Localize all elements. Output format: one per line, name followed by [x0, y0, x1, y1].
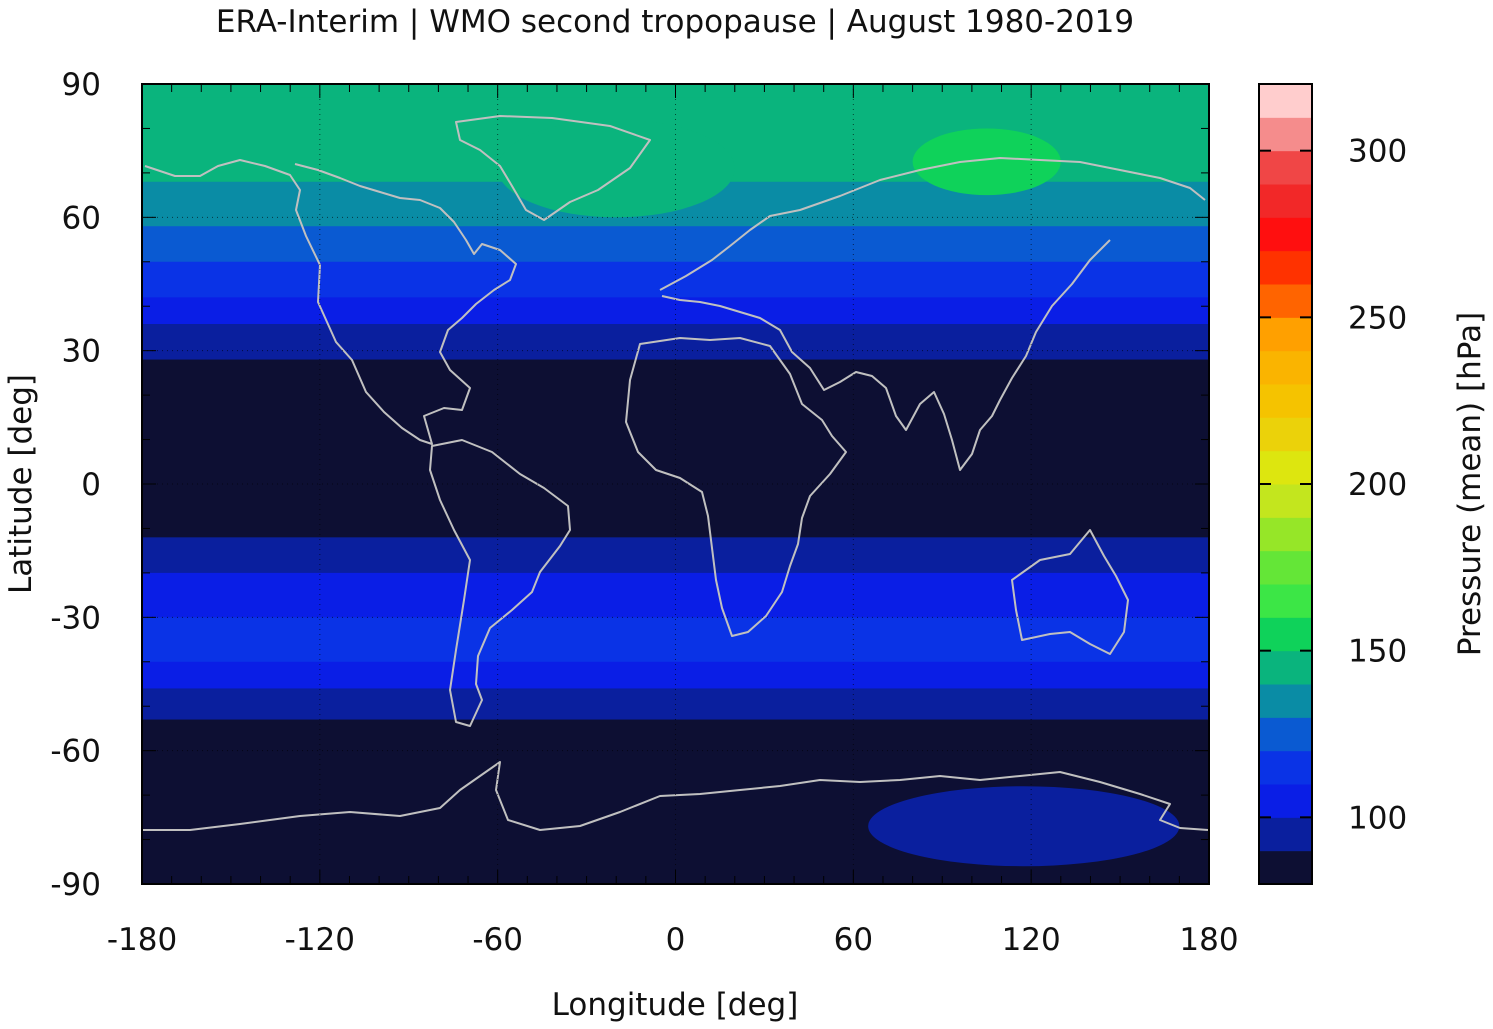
coastline-north-america: [144, 159, 517, 445]
colorbar-level-1: [1259, 817, 1312, 852]
colorbar-ticks: 100 150 200 250 300: [1259, 134, 1407, 836]
colorbar-level-21: [1259, 150, 1312, 185]
x-tick-label: 60: [834, 922, 873, 958]
regional-feature-0: [497, 119, 735, 218]
zonal-band-7: [142, 359, 1209, 538]
zonal-band-9: [142, 572, 1209, 618]
colorbar-level-17: [1259, 284, 1312, 318]
colorbar-level-5: [1259, 684, 1312, 718]
chart-title: ERA-Interim | WMO second tropopause | Au…: [216, 4, 1134, 40]
colorbar-level-22: [1259, 117, 1312, 152]
colorbar-tick-label: 150: [1348, 634, 1407, 670]
minor-ticks: [141, 83, 1210, 885]
colorbar-level-7: [1259, 617, 1312, 652]
colorbar-level-6: [1259, 650, 1312, 685]
y-axis-ticks: 90 60 30 0 -30 -60 -90: [50, 67, 101, 903]
colorbar-level-13: [1259, 417, 1312, 452]
y-tick-label: -30: [50, 600, 101, 636]
colorbar-level-12: [1259, 450, 1312, 485]
colorbar-level-23: [1259, 84, 1312, 118]
x-tick-label: -60: [472, 922, 523, 958]
colorbar-level-8: [1259, 584, 1312, 618]
y-tick-label: 90: [62, 67, 101, 103]
colorbar-label: Pressure (mean) [hPa]: [1452, 312, 1488, 656]
y-axis-label: Latitude [deg]: [3, 374, 39, 594]
colorbar-level-19: [1259, 217, 1312, 252]
colorbar-level-2: [1259, 784, 1312, 818]
coastlines-overlay: [142, 115, 1209, 831]
colorbar-level-14: [1259, 384, 1312, 418]
colorbar-level-20: [1259, 184, 1312, 218]
coastline-eurasia: [659, 157, 1206, 471]
colorbar-level-4: [1259, 717, 1312, 752]
colorbar-tick-label: 200: [1348, 467, 1407, 503]
x-tick-label: 120: [1002, 922, 1061, 958]
colorbar-level-15: [1259, 350, 1312, 385]
y-tick-label: 0: [81, 467, 101, 503]
y-tick-label: 30: [62, 334, 101, 370]
colorbar-tick-label: 100: [1348, 800, 1407, 836]
x-axis-label: Longitude [deg]: [552, 987, 799, 1023]
colorbar-level-0: [1259, 850, 1312, 885]
colorbar-level-16: [1259, 317, 1312, 352]
colorbar-level-3: [1259, 750, 1312, 785]
colorbar-tick-label: 250: [1348, 300, 1407, 336]
x-tick-label: 180: [1179, 922, 1238, 958]
colorbar-level-9: [1259, 550, 1312, 585]
colorbar: [1259, 84, 1312, 885]
colorbar-level-18: [1259, 250, 1312, 285]
coastline-south-america: [429, 439, 571, 727]
x-axis-ticks: -180 -120 -60 0 60 120 180: [107, 922, 1239, 958]
coastline-greenland: [455, 115, 651, 221]
x-tick-label: 0: [666, 922, 686, 958]
zonal-band-8: [142, 537, 1209, 574]
x-tick-label: -120: [285, 922, 355, 958]
x-tick-label: -180: [107, 922, 177, 958]
coastline-africa: [625, 337, 847, 637]
regional-feature-1: [912, 128, 1061, 196]
plot-area: [142, 84, 1209, 884]
gridlines: [142, 84, 1209, 884]
y-tick-label: -60: [50, 734, 101, 770]
colorbar-level-11: [1259, 484, 1312, 518]
colorbar-tick-label: 300: [1348, 134, 1407, 170]
coastline-antarctica: [142, 761, 1209, 831]
y-tick-label: 60: [62, 200, 101, 236]
colorbar-level-10: [1259, 517, 1312, 552]
coastline-australia: [1011, 529, 1129, 655]
y-tick-label: -90: [50, 867, 101, 903]
regional-feature-2: [868, 786, 1180, 867]
